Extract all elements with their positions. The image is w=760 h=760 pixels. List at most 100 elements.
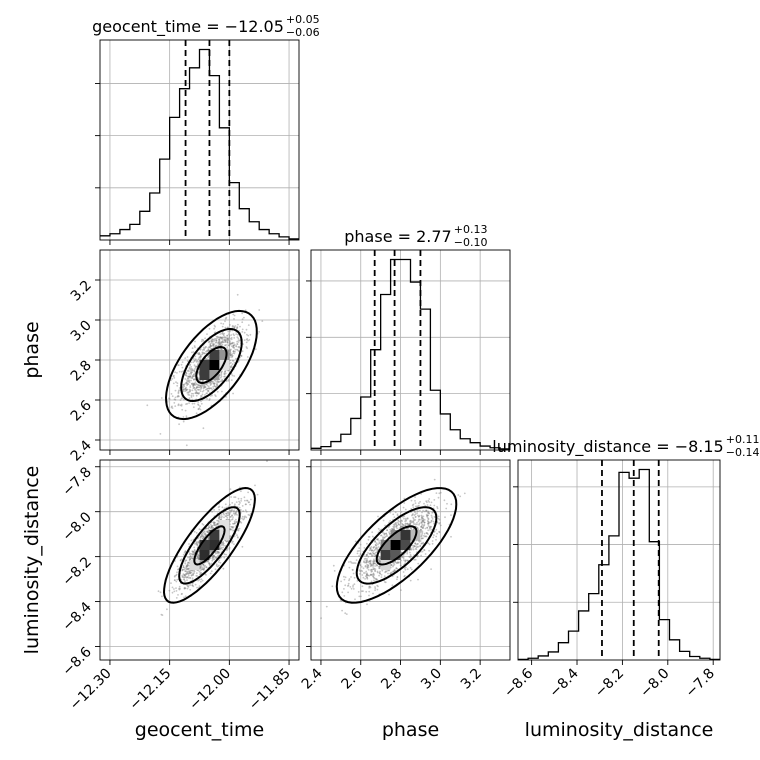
sample-point bbox=[427, 533, 429, 535]
sample-point bbox=[193, 368, 196, 370]
sample-point bbox=[414, 518, 417, 521]
sample-point bbox=[420, 534, 423, 537]
sample-point bbox=[240, 500, 243, 502]
sample-point bbox=[189, 372, 192, 375]
sample-point bbox=[221, 378, 224, 381]
sample-point bbox=[428, 512, 431, 515]
sample-point bbox=[183, 383, 186, 386]
sample-point bbox=[379, 570, 381, 573]
sample-point bbox=[203, 386, 206, 388]
sample-point bbox=[208, 526, 211, 529]
sample-point bbox=[403, 559, 405, 562]
sample-point bbox=[215, 337, 218, 340]
sample-point bbox=[233, 325, 235, 328]
sample-point bbox=[211, 381, 214, 383]
sample-point bbox=[376, 570, 379, 573]
sample-point bbox=[405, 522, 408, 525]
sample-point bbox=[220, 380, 223, 382]
sample-point bbox=[190, 371, 192, 373]
sample-point bbox=[414, 496, 416, 498]
sample-point bbox=[352, 572, 355, 575]
sample-point bbox=[416, 527, 419, 529]
sample-point bbox=[396, 527, 398, 530]
sample-point bbox=[436, 506, 438, 508]
density-cell bbox=[400, 540, 411, 550]
sample-point bbox=[433, 504, 436, 507]
sample-point bbox=[216, 519, 219, 522]
sample-point bbox=[232, 360, 235, 362]
sample-point bbox=[206, 349, 208, 352]
sample-point bbox=[211, 389, 214, 391]
sample-point bbox=[219, 547, 222, 550]
sample-point bbox=[189, 375, 192, 378]
sample-point bbox=[220, 373, 223, 376]
sample-point bbox=[414, 542, 417, 544]
sample-point bbox=[378, 572, 381, 574]
sample-point bbox=[230, 364, 233, 367]
sample-point bbox=[212, 387, 215, 390]
sample-point bbox=[246, 333, 248, 336]
sample-point bbox=[171, 591, 174, 594]
sample-point bbox=[224, 344, 227, 346]
sample-point bbox=[365, 553, 368, 556]
sample-point bbox=[205, 566, 208, 569]
sample-point bbox=[198, 585, 201, 587]
sample-point bbox=[366, 566, 369, 568]
sample-point bbox=[421, 521, 423, 524]
sample-point bbox=[190, 369, 193, 372]
sample-point bbox=[233, 504, 236, 507]
sample-point bbox=[410, 499, 413, 502]
sample-point bbox=[200, 395, 203, 397]
sample-point bbox=[244, 503, 247, 506]
sample-point bbox=[200, 402, 203, 405]
sample-point bbox=[409, 579, 412, 582]
sample-point bbox=[256, 493, 259, 496]
sample-point bbox=[422, 509, 424, 512]
sample-point bbox=[206, 397, 208, 400]
sample-point bbox=[370, 569, 373, 571]
sample-point bbox=[222, 540, 225, 543]
sample-point bbox=[378, 529, 381, 532]
sample-point bbox=[393, 528, 395, 531]
sample-point bbox=[189, 364, 191, 367]
sample-point bbox=[227, 326, 230, 329]
sample-point bbox=[384, 535, 387, 538]
sample-point bbox=[419, 545, 422, 548]
sample-point bbox=[183, 587, 186, 590]
sample-point bbox=[374, 540, 377, 543]
sample-point bbox=[231, 341, 234, 344]
sample-point bbox=[185, 386, 188, 389]
sample-point bbox=[205, 388, 207, 391]
sample-point bbox=[372, 592, 374, 595]
sample-point bbox=[426, 516, 429, 519]
sample-point bbox=[229, 511, 232, 514]
sample-point bbox=[172, 375, 175, 378]
sample-point bbox=[412, 506, 415, 509]
sample-point bbox=[249, 503, 252, 506]
sample-point bbox=[428, 498, 431, 500]
sample-point bbox=[205, 383, 208, 385]
sample-point bbox=[212, 386, 215, 388]
sample-point bbox=[222, 336, 224, 339]
sample-point bbox=[367, 536, 370, 538]
sample-point bbox=[425, 513, 428, 516]
sample-point bbox=[218, 518, 220, 520]
sample-point bbox=[202, 348, 205, 351]
sample-point bbox=[185, 403, 187, 405]
sample-point bbox=[366, 554, 369, 556]
sample-point bbox=[204, 534, 207, 536]
sample-point bbox=[198, 528, 201, 531]
sample-point bbox=[232, 344, 235, 347]
sample-point bbox=[320, 617, 322, 619]
sample-point bbox=[226, 334, 229, 337]
sample-point bbox=[191, 371, 194, 374]
panel-frame bbox=[310, 459, 511, 661]
sample-point bbox=[368, 587, 370, 589]
sample-point bbox=[194, 392, 197, 394]
sample-point bbox=[189, 375, 192, 378]
sample-point bbox=[369, 547, 372, 550]
sample-point bbox=[423, 521, 426, 524]
sample-point bbox=[203, 384, 206, 387]
sample-point bbox=[390, 564, 392, 567]
sample-point bbox=[175, 573, 178, 576]
